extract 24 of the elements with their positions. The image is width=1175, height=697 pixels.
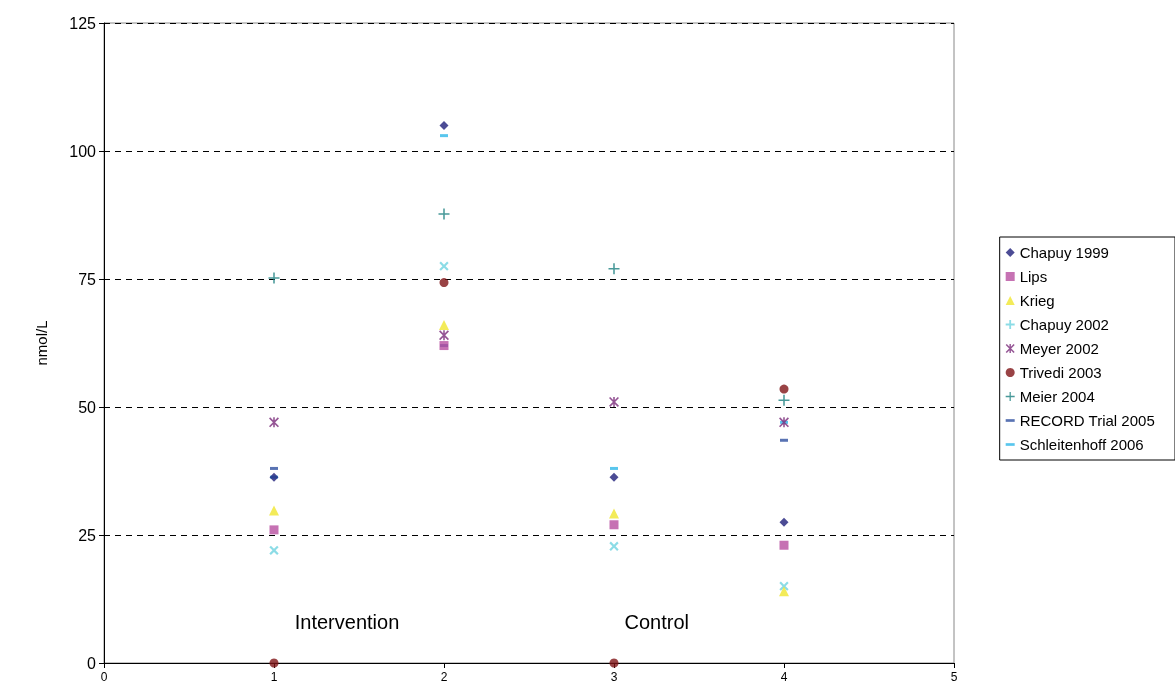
legend-label: Meyer 2002 <box>1019 340 1099 357</box>
legend-label: Schleitenhoff 2006 <box>1019 436 1144 453</box>
legend-label: Krieg <box>1019 292 1055 309</box>
x-tick-label: 4 <box>780 670 788 684</box>
y-tick-label: 75 <box>78 270 97 288</box>
x-tick-label: 5 <box>950 670 958 684</box>
x-tick-label: 2 <box>440 670 448 684</box>
annotation: Control <box>624 611 690 633</box>
y-tick-label: 25 <box>78 526 97 544</box>
legend-label: Chapuy 1999 <box>1019 244 1109 261</box>
y-tick-label: 0 <box>87 654 97 672</box>
legend-label: Chapuy 2002 <box>1019 316 1109 333</box>
legend-label: Lips <box>1019 268 1048 285</box>
y-tick-label: 100 <box>69 142 97 160</box>
x-tick-label: 1 <box>270 670 278 684</box>
x-tick-label: 0 <box>100 670 108 684</box>
legend-label: Meier 2004 <box>1019 388 1095 405</box>
x-tick-label: 3 <box>610 670 618 684</box>
y-tick-label: 125 <box>69 14 97 32</box>
legend-label: Trivedi 2003 <box>1019 364 1102 381</box>
annotation: Intervention <box>294 611 400 633</box>
legend-label: RECORD Trial 2005 <box>1019 412 1155 429</box>
y-axis-title: nmol/L <box>33 320 50 366</box>
y-tick-label: 50 <box>78 398 97 416</box>
